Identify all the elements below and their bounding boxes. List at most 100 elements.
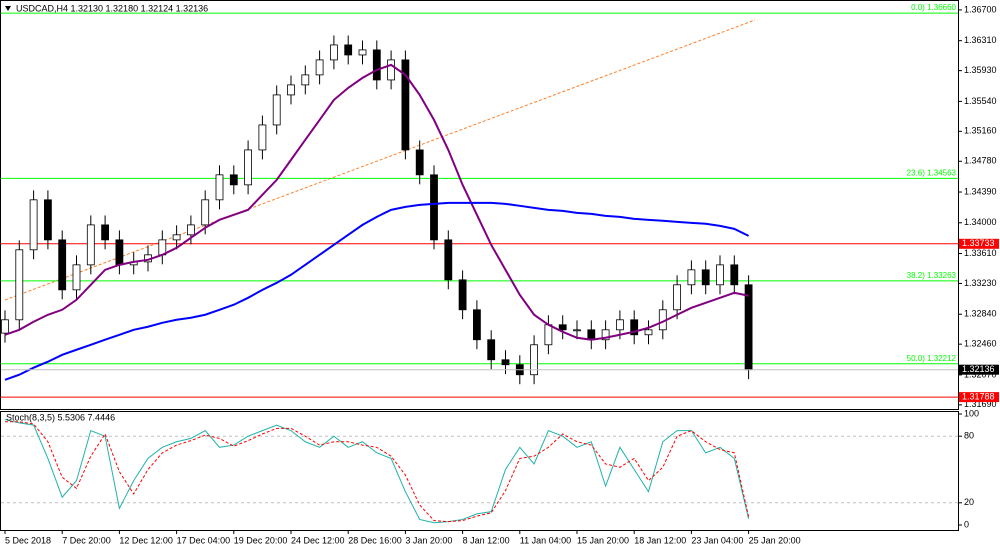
candle-body [215, 174, 224, 201]
candle-body [101, 224, 109, 241]
y-tick-label: 1.33230 [964, 278, 997, 288]
fib-label: 38.2) 1.33263 [907, 271, 957, 280]
candle-body [344, 44, 353, 56]
price-tag [959, 392, 999, 403]
moving-average [4, 201, 750, 381]
candle-body [544, 324, 553, 346]
candle-body [244, 149, 253, 186]
bid-tag [959, 364, 999, 375]
candle-body [744, 284, 753, 371]
candle-body [172, 234, 181, 241]
chart-title: USDCAD,H4 1.32130 1.32180 1.32124 1.3213… [16, 3, 208, 13]
candle-body [487, 339, 496, 361]
stoch-frame [0, 411, 959, 531]
price-tag-label: 1.31788 [962, 391, 995, 401]
candle-body [72, 264, 81, 291]
candle-body [616, 319, 624, 331]
x-tick-label: 11 Jan 04:00 [520, 535, 571, 545]
candle-body [401, 59, 410, 151]
candle-body [673, 284, 681, 311]
x-tick-label: 23 Jan 04:00 [691, 535, 743, 545]
x-tick-label: 15 Jan 20:00 [577, 535, 629, 545]
candle-body [201, 199, 210, 226]
x-tick-label: 8 Jan 12:00 [463, 535, 510, 545]
fib-label: 23.6) 1.34563 [907, 168, 957, 177]
y-tick-label: 1.33610 [964, 248, 997, 258]
candle-body [430, 174, 438, 241]
candle-body [15, 249, 24, 321]
x-tick-label: 19 Dec 20:00 [234, 535, 288, 545]
x-tick-label: 3 Jan 20:00 [405, 535, 452, 545]
y-tick-label: 1.34780 [964, 156, 997, 166]
x-tick-label: 28 Dec 16:00 [348, 535, 402, 545]
x-tick-label: 7 Dec 20:00 [62, 535, 111, 545]
x-tick-label: 12 Dec 12:00 [119, 535, 173, 545]
price-tag-label: 1.33733 [962, 238, 995, 248]
candle-body [258, 124, 267, 151]
y-tick-label: 1.34000 [964, 217, 997, 227]
stoch-title: Stoch(8,3,5) 5.5306 7.4446 [6, 412, 115, 422]
fib-label: 0.0) 1.36660 [911, 3, 956, 12]
y-tick-label: 1.35160 [964, 126, 997, 136]
candle-body [387, 59, 396, 81]
moving-average [4, 63, 749, 341]
x-tick-label: 24 Dec 12:00 [291, 535, 345, 545]
candle-body [1, 319, 9, 334]
fib-label: 50.0) 1.32212 [907, 354, 957, 363]
candle-body [358, 49, 367, 56]
y-tick-label: 0 [964, 519, 969, 529]
y-tick-label: 1.32840 [964, 309, 997, 319]
y-tick-label: 1.32460 [964, 339, 997, 349]
candle-body [272, 94, 281, 126]
candle-body [86, 224, 95, 266]
x-tick-label: 5 Dec 2018 [5, 535, 51, 545]
stoch-line [5, 421, 750, 523]
y-tick-label: 1.31690 [964, 399, 997, 409]
candle-body [701, 269, 710, 286]
stoch-line [4, 419, 750, 524]
candle-body [287, 84, 295, 96]
candle-body [229, 174, 238, 186]
candle-body [716, 264, 724, 286]
candle-body [587, 329, 596, 341]
candle-body [372, 49, 381, 81]
candle-body [644, 329, 653, 336]
trend-line [4, 19, 756, 301]
candle-body [458, 279, 467, 311]
y-tick-label: 1.35930 [964, 65, 997, 75]
candle-body [44, 199, 52, 241]
y-tick-label: 1.36700 [964, 4, 997, 14]
x-tick-label: 17 Dec 04:00 [177, 535, 231, 545]
y-tick-label: 1.36310 [964, 35, 997, 45]
candle-body [630, 319, 639, 336]
candle-body [444, 239, 453, 281]
y-tick-label: 1.35540 [964, 96, 997, 106]
candle-body [415, 149, 424, 176]
candle-body [472, 309, 481, 341]
candle-body [687, 269, 696, 286]
menu-arrow [5, 6, 11, 11]
x-tick-label: 25 Jan 20:00 [749, 535, 801, 545]
candle-body [315, 59, 324, 76]
candle-body [58, 239, 67, 291]
candle-body [115, 239, 124, 266]
y-tick-label: 80 [964, 431, 974, 441]
y-tick-label: 20 [964, 497, 974, 507]
candle-body [573, 329, 581, 332]
candle-body [186, 224, 195, 236]
candle-body [558, 324, 567, 331]
y-tick-label: 100 [964, 408, 979, 418]
y-tick-label: 1.34390 [964, 186, 997, 196]
candle-body [730, 264, 739, 286]
candle-body [601, 329, 610, 341]
candle-body [301, 74, 310, 86]
bid-label: 1.32136 [962, 364, 995, 374]
candle-body [329, 44, 338, 61]
x-tick-label: 18 Jan 12:00 [634, 535, 686, 545]
price-frame [0, 0, 959, 410]
price-tag [959, 238, 999, 249]
candle-body [29, 199, 38, 251]
